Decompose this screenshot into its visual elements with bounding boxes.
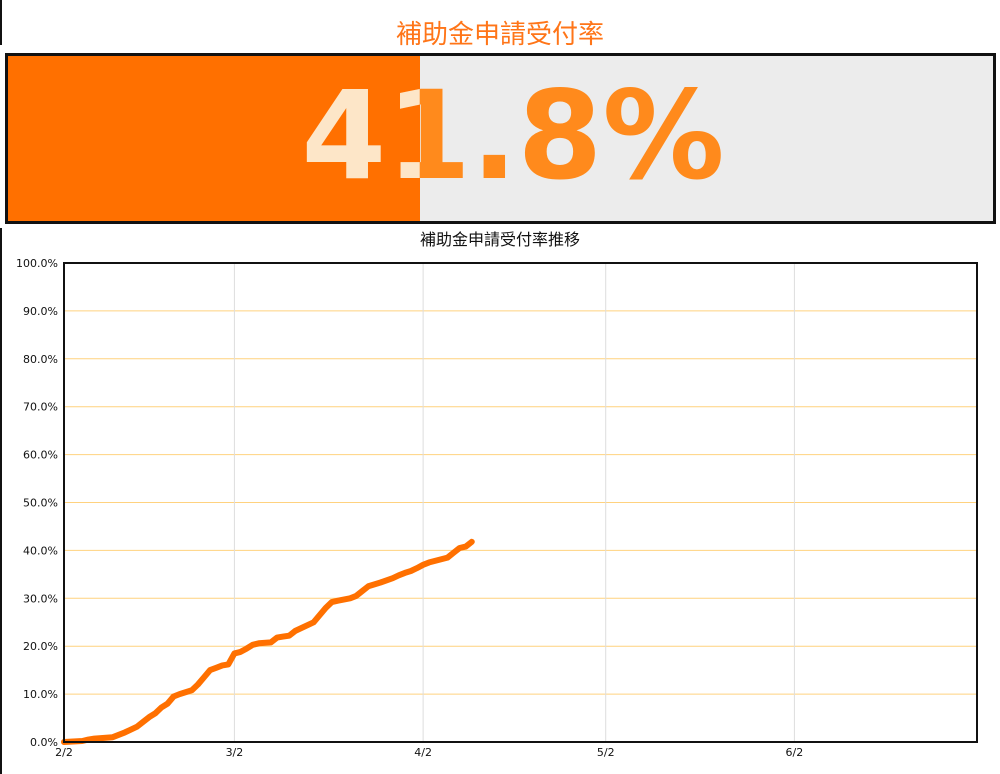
x-tick-label: 3/2	[226, 746, 244, 759]
y-tick-label: 80.0%	[23, 353, 58, 366]
y-tick-label: 60.0%	[23, 449, 58, 462]
gauge-value-text-overlay: 41.8%	[301, 65, 724, 207]
y-tick-label: 50.0%	[23, 497, 58, 510]
y-tick-label: 90.0%	[23, 305, 58, 318]
left-frame-edge-lower	[0, 228, 2, 774]
x-tick-label: 6/2	[786, 746, 804, 759]
x-tick-label: 2/2	[55, 746, 73, 759]
y-tick-label: 0.0%	[30, 736, 58, 749]
gauge-value-svg: 41.8% 41.8%	[301, 65, 724, 207]
progress-fill	[8, 56, 420, 221]
y-tick-label: 30.0%	[23, 592, 58, 605]
line-chart: 補助金申請受付率推移 0.0% 10.0% 20.0% 30.0% 40.0% 50.0% 6…	[16, 230, 978, 759]
x-tick-label: 4/2	[414, 746, 432, 759]
y-tick-label: 70.0%	[23, 401, 58, 414]
y-tick-label: 10.0%	[23, 688, 58, 701]
progress-gauge: 41.8% 41.8%	[5, 53, 996, 224]
left-frame-edge	[0, 0, 2, 45]
plot-border	[63, 262, 978, 743]
y-tick-label: 100.0%	[16, 257, 58, 270]
y-tick-label: 20.0%	[23, 640, 58, 653]
page-title: 補助金申請受付率	[395, 20, 604, 50]
x-tick-label: 5/2	[597, 746, 615, 759]
y-tick-label: 40.0%	[23, 544, 58, 557]
chart-title: 補助金申請受付率推移	[420, 230, 580, 249]
gauge-value-text: 41.8%	[301, 65, 724, 207]
series-line	[61, 538, 475, 745]
